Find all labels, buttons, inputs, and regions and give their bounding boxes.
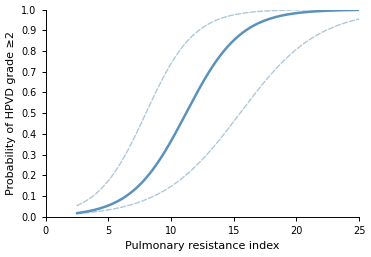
Y-axis label: Probability of HPVD grade ≥2: Probability of HPVD grade ≥2 [6, 31, 16, 195]
X-axis label: Pulmonary resistance index: Pulmonary resistance index [125, 241, 280, 251]
